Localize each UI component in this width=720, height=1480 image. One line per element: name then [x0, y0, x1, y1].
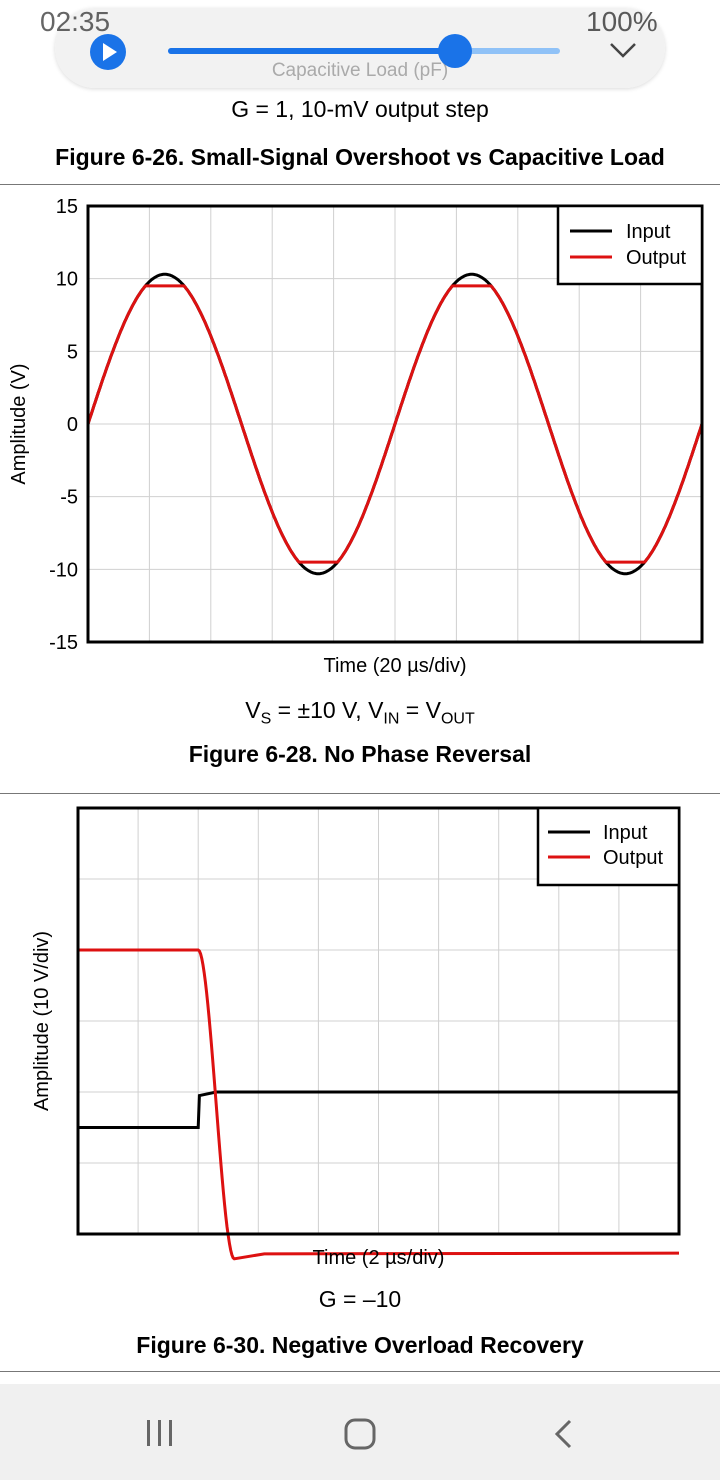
- home-icon[interactable]: [343, 1417, 377, 1451]
- navigation-bar: [0, 1384, 720, 1480]
- figure-26-title: Figure 6-26. Small-Signal Overshoot vs C…: [55, 144, 665, 170]
- divider: [0, 793, 720, 794]
- y-tick-label: -10: [49, 559, 78, 581]
- output-series-line: [86, 284, 704, 564]
- play-button[interactable]: [90, 34, 126, 70]
- input-series-line: [78, 1090, 679, 1129]
- figure-30-caption: G = –10: [318, 1286, 402, 1312]
- recents-icon[interactable]: [144, 1418, 176, 1448]
- divider: [0, 184, 720, 185]
- chevron-down-icon[interactable]: [608, 38, 638, 62]
- legend-output-label: Output: [603, 847, 663, 869]
- divider: [0, 1371, 720, 1372]
- plot-frame: [86, 204, 704, 644]
- seek-thumb[interactable]: [438, 34, 472, 68]
- x-axis-label: Time (20 µs/div): [323, 655, 466, 677]
- seek-progress: [168, 48, 456, 54]
- battery-percent: 100%: [586, 6, 658, 37]
- y-axis-label: Amplitude (10 V/div): [31, 931, 53, 1111]
- back-icon[interactable]: [552, 1418, 574, 1450]
- legend-box: [536, 806, 681, 887]
- figure-30-chart: Input Output Time (2 µs/div) Amplitude (10 …: [31, 806, 681, 1269]
- y-tick-label: -5: [60, 487, 78, 509]
- y-tick-label: 10: [56, 269, 78, 291]
- y-tick-label: 15: [56, 196, 78, 218]
- legend-input-label: Input: [626, 221, 671, 243]
- media-subtitle: Capacitive Load (pF): [271, 60, 449, 81]
- play-icon: [103, 43, 117, 61]
- status-time: 02:35: [40, 6, 111, 37]
- legend-output-label: Output: [626, 247, 686, 269]
- x-axis-label: Time (2 µs/div): [313, 1247, 445, 1269]
- y-axis-label: Amplitude (V): [8, 363, 30, 484]
- y-tick-label: -15: [49, 632, 78, 654]
- figure-28-chart: 15 10 5 0 -5 -10 -15 Input Output Time (20 µs/div…: [8, 196, 704, 677]
- figure-28-conditions: VS = ±10 V, VIN = VOUT: [245, 697, 475, 728]
- figure-30-title: Figure 6-30. Negative Overload Recovery: [136, 1332, 584, 1358]
- legend-input-label: Input: [603, 822, 648, 844]
- plot-frame: [76, 806, 681, 1236]
- figure-26-caption: G = 1, 10-mV output step: [231, 96, 489, 122]
- output-series-line: [78, 948, 680, 1261]
- y-tick-label: 0: [67, 414, 78, 436]
- legend-box: [556, 204, 704, 286]
- figure-28-title: Figure 6-28. No Phase Reversal: [188, 741, 532, 767]
- y-tick-label: 5: [67, 341, 78, 363]
